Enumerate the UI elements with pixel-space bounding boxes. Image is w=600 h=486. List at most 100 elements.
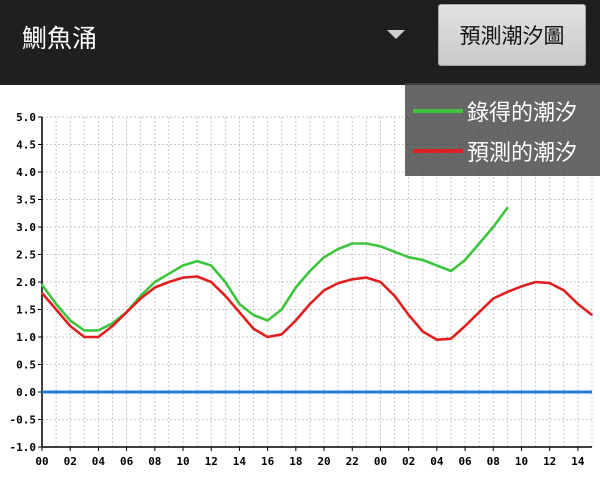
data-point-predicted <box>365 276 368 279</box>
x-tick-label: 10 <box>176 455 189 468</box>
data-point-observed <box>83 329 86 332</box>
data-point-predicted <box>435 338 438 341</box>
y-tick-label: 1.0 <box>16 331 36 344</box>
data-point-predicted <box>139 297 142 300</box>
data-point-predicted <box>309 303 311 305</box>
data-point-observed <box>435 264 438 267</box>
data-point-observed <box>210 264 213 267</box>
x-tick-label: 18 <box>289 455 302 468</box>
data-point-observed <box>450 270 452 272</box>
y-tick-label: 5.0 <box>16 111 36 124</box>
x-tick-label: 04 <box>430 455 444 468</box>
data-point-predicted <box>294 319 297 322</box>
series-line-predicted <box>41 275 593 342</box>
data-point-observed <box>393 250 396 253</box>
x-tick-label: 20 <box>317 455 330 468</box>
data-point-observed <box>280 308 283 311</box>
data-point-predicted <box>280 333 283 336</box>
data-point-predicted <box>393 294 396 297</box>
data-point-observed <box>266 319 269 322</box>
y-tick-label: 0.5 <box>16 359 36 372</box>
data-point-predicted <box>55 308 58 311</box>
legend-swatch-predicted <box>413 149 463 153</box>
data-point-observed <box>407 256 410 259</box>
x-tick-label: 16 <box>261 455 275 468</box>
data-point-predicted <box>492 297 495 300</box>
y-tick-label: 2.5 <box>16 249 36 262</box>
data-point-predicted <box>41 292 43 294</box>
x-tick-label: 14 <box>571 455 585 468</box>
dropdown-caret-icon[interactable] <box>387 30 405 39</box>
data-point-predicted <box>450 337 452 340</box>
data-point-observed <box>323 256 325 259</box>
data-point-observed <box>238 303 241 305</box>
data-point-predicted <box>196 275 199 278</box>
data-point-predicted <box>125 311 128 314</box>
data-point-predicted <box>153 286 156 289</box>
data-point-predicted <box>421 330 424 333</box>
data-point-observed <box>337 248 340 250</box>
data-point-predicted <box>478 311 481 314</box>
y-tick-label: 2.0 <box>16 276 36 289</box>
data-point-observed <box>365 242 368 245</box>
data-point-predicted <box>534 281 537 283</box>
data-point-observed <box>196 260 199 262</box>
x-tick-label: 14 <box>233 455 247 468</box>
data-point-predicted <box>407 314 410 316</box>
legend-swatch-observed <box>413 109 463 113</box>
predict-tide-chart-button[interactable]: 預測潮汐圖 <box>438 4 586 66</box>
data-point-predicted <box>464 325 466 327</box>
data-point-observed <box>309 270 311 272</box>
data-point-predicted <box>591 314 593 316</box>
data-point-observed <box>69 319 72 322</box>
data-point-observed <box>224 281 227 283</box>
data-point-observed <box>139 294 142 297</box>
data-point-observed <box>421 259 424 261</box>
x-tick-label: 08 <box>148 455 161 468</box>
data-point-predicted <box>252 327 255 330</box>
data-point-predicted <box>266 336 269 338</box>
y-tick-label: -1.0 <box>10 441 37 454</box>
data-point-observed <box>379 245 382 248</box>
data-point-observed <box>492 226 495 228</box>
y-tick-label: 0.0 <box>16 386 36 399</box>
data-point-observed <box>294 286 297 289</box>
legend-item-predicted: 預測的潮汐 <box>405 133 600 169</box>
x-tick-label: 02 <box>402 455 415 468</box>
data-point-predicted <box>224 294 227 297</box>
x-tick-label: 12 <box>543 455 556 468</box>
station-selector[interactable]: 鰂魚涌 <box>14 12 414 62</box>
x-tick-label: 06 <box>458 455 472 468</box>
data-point-predicted <box>520 285 523 288</box>
x-tick-label: 02 <box>64 455 77 468</box>
data-point-observed <box>464 259 466 261</box>
data-point-predicted <box>168 281 170 283</box>
top-toolbar: 鰂魚涌 預測潮汐圖 <box>0 0 600 85</box>
data-point-observed <box>111 322 114 325</box>
data-point-predicted <box>323 289 325 292</box>
x-tick-label: 04 <box>92 455 106 468</box>
data-point-predicted <box>83 336 86 338</box>
station-label: 鰂魚涌 <box>22 24 98 53</box>
x-tick-label: 06 <box>120 455 134 468</box>
data-point-predicted <box>111 325 114 327</box>
data-point-observed <box>182 264 184 267</box>
x-tick-label: 08 <box>487 455 500 468</box>
data-point-observed <box>506 206 509 209</box>
y-tick-label: 1.5 <box>16 304 36 317</box>
data-point-observed <box>168 272 170 275</box>
legend-item-observed: 錄得的潮汐 <box>405 93 600 129</box>
data-point-observed <box>252 314 255 316</box>
x-tick-label: 12 <box>205 455 218 468</box>
legend-label-observed: 錄得的潮汐 <box>467 101 578 126</box>
data-point-predicted <box>182 276 184 279</box>
data-point-predicted <box>238 311 241 314</box>
data-point-predicted <box>548 282 551 284</box>
data-point-predicted <box>562 289 565 292</box>
data-point-predicted <box>351 278 354 281</box>
x-tick-label: 00 <box>374 455 387 468</box>
chart-legend: 錄得的潮汐 預測的潮汐 <box>405 83 600 176</box>
data-point-observed <box>97 329 100 332</box>
y-tick-label: 4.0 <box>16 166 36 179</box>
x-tick-label: 10 <box>515 455 528 468</box>
